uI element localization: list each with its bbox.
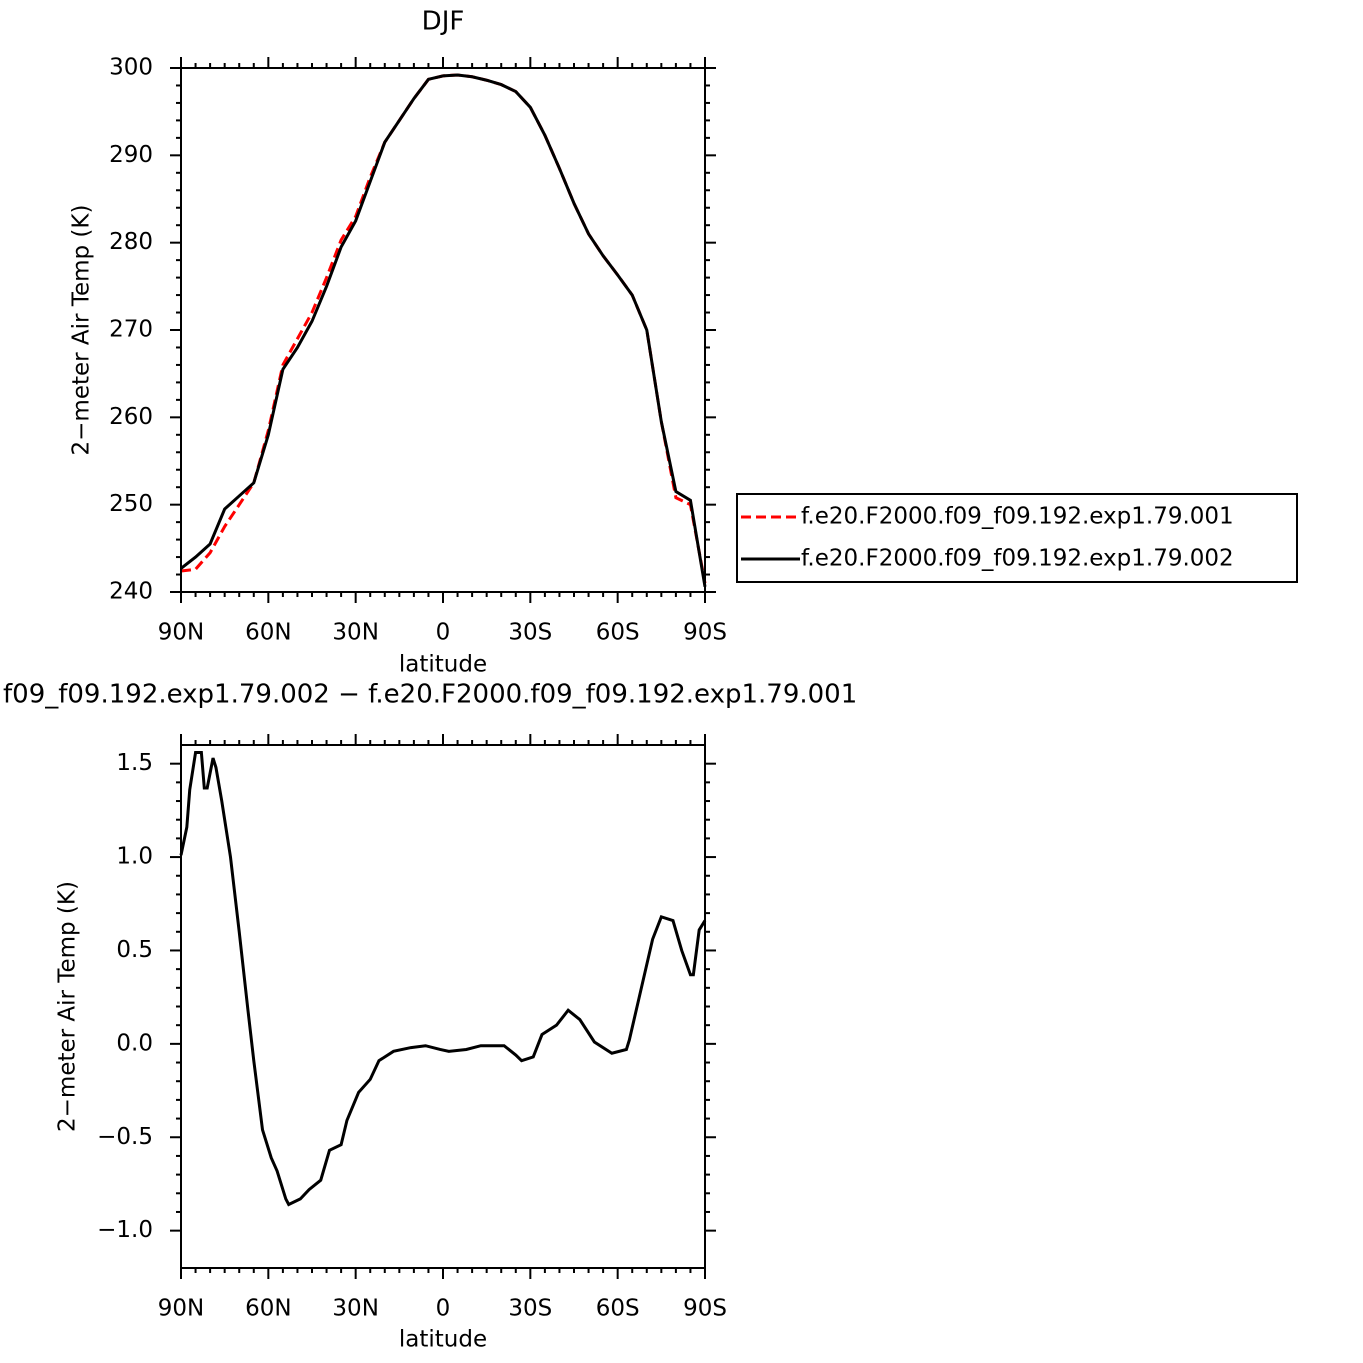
x-tick-label: 60S <box>596 620 640 646</box>
x-axis-label: latitude <box>399 1327 487 1353</box>
y-tick-label: 300 <box>109 55 153 81</box>
y-tick-label: 250 <box>109 491 153 517</box>
plot-frame <box>180 67 706 593</box>
data-line <box>179 750 707 1207</box>
data-line <box>180 73 707 588</box>
y-tick-label: 1.0 <box>116 844 153 870</box>
chart-title: DJF <box>422 7 465 37</box>
y-tick-label: 1.5 <box>116 750 153 776</box>
legend-label: f.e20.F2000.f09_f09.192.exp1.79.002 <box>801 546 1234 572</box>
x-tick-label: 30N <box>332 1296 378 1322</box>
legend-label: f.e20.F2000.f09_f09.192.exp1.79.001 <box>801 504 1234 530</box>
x-tick-label: 90S <box>683 620 727 646</box>
x-tick-label: 60N <box>245 620 291 646</box>
x-tick-label: 90N <box>158 620 204 646</box>
x-tick-label: 30S <box>508 1296 552 1322</box>
legend-box <box>736 493 1298 583</box>
x-tick-label: 90S <box>683 1296 727 1322</box>
y-axis-label: 2−meter Air Temp (K) <box>69 205 95 456</box>
y-tick-label: 290 <box>109 142 153 168</box>
y-tick-label: 0.5 <box>116 937 153 963</box>
x-tick-label: 60N <box>245 1296 291 1322</box>
y-tick-label: 0.0 <box>116 1030 153 1056</box>
x-tick-label: 0 <box>436 1296 451 1322</box>
x-tick-label: 0 <box>436 620 451 646</box>
y-axis-label: 2−meter Air Temp (K) <box>55 881 81 1132</box>
x-tick-label: 60S <box>596 1296 640 1322</box>
y-tick-label: −1.0 <box>97 1217 153 1243</box>
y-tick-label: 270 <box>109 317 153 343</box>
data-line <box>180 73 707 584</box>
y-tick-label: −0.5 <box>97 1124 153 1150</box>
y-tick-label: 280 <box>109 229 153 255</box>
x-tick-label: 90N <box>158 1296 204 1322</box>
y-tick-label: 260 <box>109 404 153 430</box>
x-tick-label: 30S <box>508 620 552 646</box>
y-tick-label: 240 <box>109 579 153 605</box>
chart-title: f09_f09.192.exp1.79.002 − f.e20.F2000.f0… <box>3 680 857 710</box>
x-tick-label: 30N <box>332 620 378 646</box>
x-axis-label: latitude <box>399 652 487 678</box>
plot-frame <box>180 744 706 1269</box>
